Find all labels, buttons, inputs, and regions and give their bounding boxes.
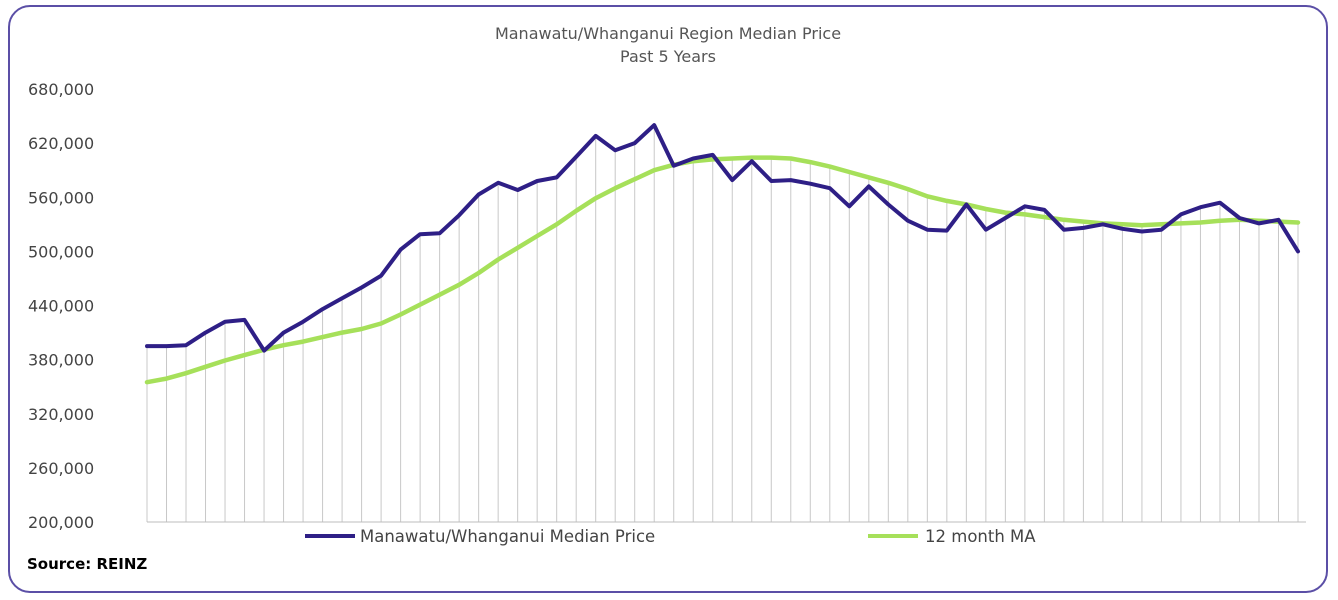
y-tick-label: 200,000: [28, 513, 94, 532]
legend: Manawatu/Whanganui Median Price 12 month…: [305, 527, 1036, 546]
y-tick-label: 320,000: [28, 405, 94, 424]
series-layer: [144, 123, 1301, 385]
chart-title: Manawatu/Whanganui Region Median Price: [495, 24, 841, 43]
y-tick-label: 620,000: [28, 134, 94, 153]
series-line-12-month-ma: [144, 155, 1301, 385]
series-line-median-price: [145, 123, 1300, 353]
y-tick-label: 380,000: [28, 351, 94, 370]
legend-label-12-month-ma: 12 month MA: [925, 527, 1036, 546]
source-note: Source: REINZ: [27, 555, 148, 573]
chart-subtitle: Past 5 Years: [620, 47, 716, 66]
y-tick-label: 500,000: [28, 242, 94, 261]
legend-label-median-price: Manawatu/Whanganui Median Price: [360, 527, 655, 546]
y-axis-ticks: 680,000 620,000 560,000 500,000 440,000 380,0…: [28, 80, 94, 532]
y-tick-label: 680,000: [28, 80, 94, 99]
y-tick-label: 560,000: [28, 188, 94, 207]
y-tick-label: 260,000: [28, 459, 94, 478]
y-tick-label: 440,000: [28, 297, 94, 316]
vertical-gridlines: [146, 125, 1299, 522]
chart-frame: [8, 5, 1328, 593]
